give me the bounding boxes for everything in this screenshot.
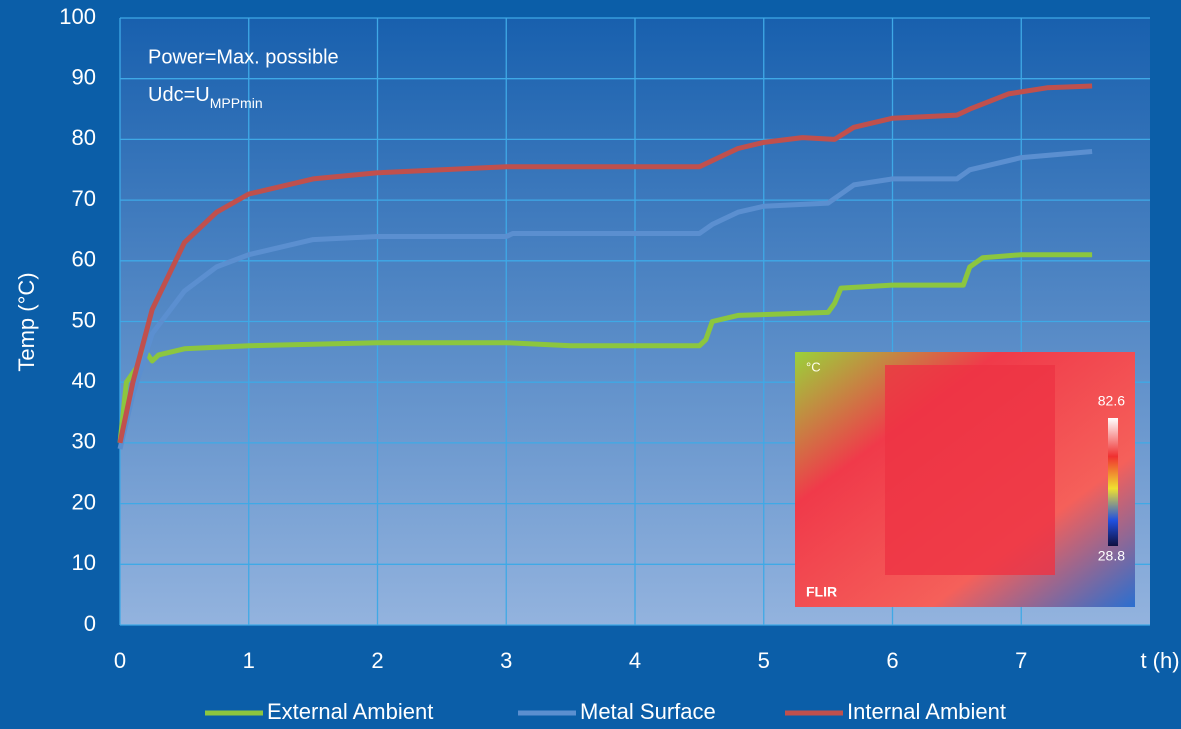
y-tick-label: 90 (72, 65, 96, 90)
x-tick-label: 3 (500, 648, 512, 673)
y-tick-label: 70 (72, 186, 96, 211)
color-scale (1108, 418, 1118, 546)
x-tick-label: 5 (758, 648, 770, 673)
series-line (117, 83, 1093, 444)
y-tick-label: 0 (84, 611, 96, 636)
y-tick-label: 60 (72, 247, 96, 272)
x-tick-label: 6 (886, 648, 898, 673)
y-tick-label: 100 (59, 4, 96, 29)
thermal-inset: °C 82.6 28.8 FLIR (795, 352, 1135, 607)
x-tick-label: 7 (1015, 648, 1027, 673)
board (885, 365, 1055, 575)
series-line (117, 252, 1093, 444)
inset-min: 28.8 (1098, 548, 1125, 564)
legend-label: Internal Ambient (847, 699, 1006, 724)
y-axis-label: Temp (°C) (14, 272, 39, 371)
y-tick-label: 80 (72, 125, 96, 150)
y-tick-label: 20 (72, 489, 96, 514)
x-tick-label: 0 (114, 648, 126, 673)
legend-label: External Ambient (267, 699, 433, 724)
annotation-text: Udc=U (148, 84, 210, 106)
x-axis-label: t (h) (1140, 648, 1179, 673)
inset-brand: FLIR (806, 584, 837, 600)
series-line (117, 149, 1093, 450)
y-tick-label: 10 (72, 550, 96, 575)
inset-max: 82.6 (1098, 393, 1125, 409)
y-tick-label: 50 (72, 307, 96, 332)
annotation: Power=Max. possible (148, 46, 339, 68)
x-tick-label: 1 (243, 648, 255, 673)
y-tick-label: 30 (72, 429, 96, 454)
annotation: Udc=UMPPmin (148, 84, 263, 110)
legend-label: Metal Surface (580, 699, 716, 724)
inset-unit: °C (806, 359, 821, 374)
y-tick-label: 40 (72, 368, 96, 393)
x-tick-label: 2 (371, 648, 383, 673)
annotation-subscript: MPPmin (210, 95, 263, 111)
x-tick-label: 4 (629, 648, 641, 673)
